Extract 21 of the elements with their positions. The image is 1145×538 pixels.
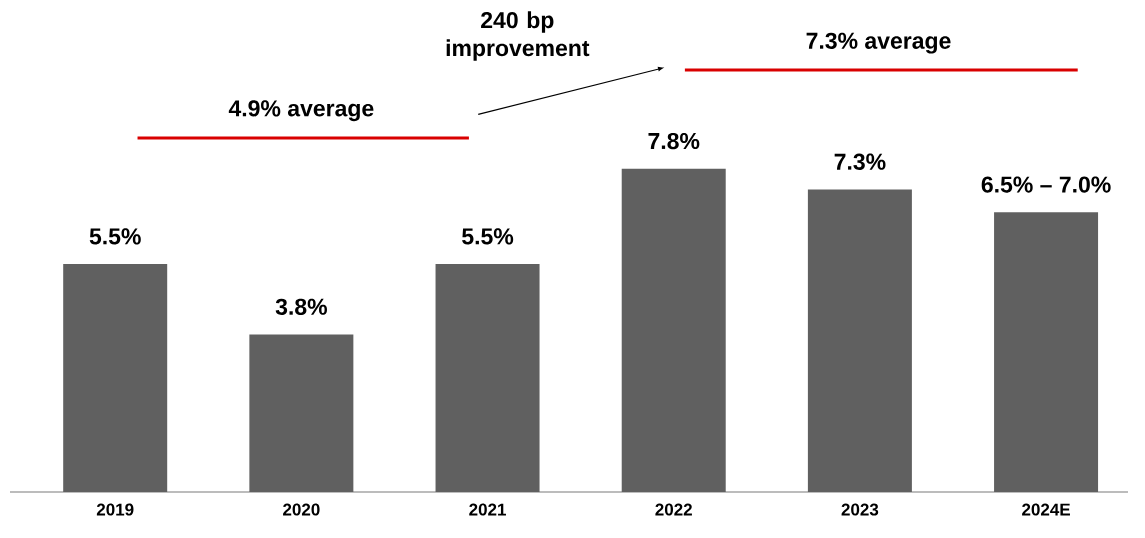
- x-tick-label: 2023: [841, 503, 879, 516]
- data-label: 5.5%: [89, 228, 141, 245]
- x-tick-label: 2020: [283, 503, 320, 516]
- bar: [994, 212, 1099, 492]
- bar: [807, 189, 912, 492]
- data-label: 5.5%: [462, 228, 514, 245]
- data-label: 3.8%: [275, 298, 327, 315]
- bar: [63, 264, 168, 492]
- x-tick-label: 2021: [469, 503, 506, 516]
- bar: [621, 168, 726, 492]
- annotation: 6.5% – 7.0%: [981, 176, 1111, 193]
- x-tick-label: 2024E: [1022, 503, 1070, 516]
- text: 4.9% average: [228, 100, 374, 122]
- text: 240 bp improvement: [446, 11, 590, 61]
- text: 7.3% average: [806, 32, 951, 54]
- x-tick-label: 2022: [655, 503, 692, 516]
- data-label: 7.8%: [648, 132, 700, 150]
- x-tick-label: 2019: [96, 503, 134, 516]
- bar: [435, 264, 540, 492]
- bar: [249, 334, 354, 492]
- data-label: 7.3%: [834, 153, 886, 170]
